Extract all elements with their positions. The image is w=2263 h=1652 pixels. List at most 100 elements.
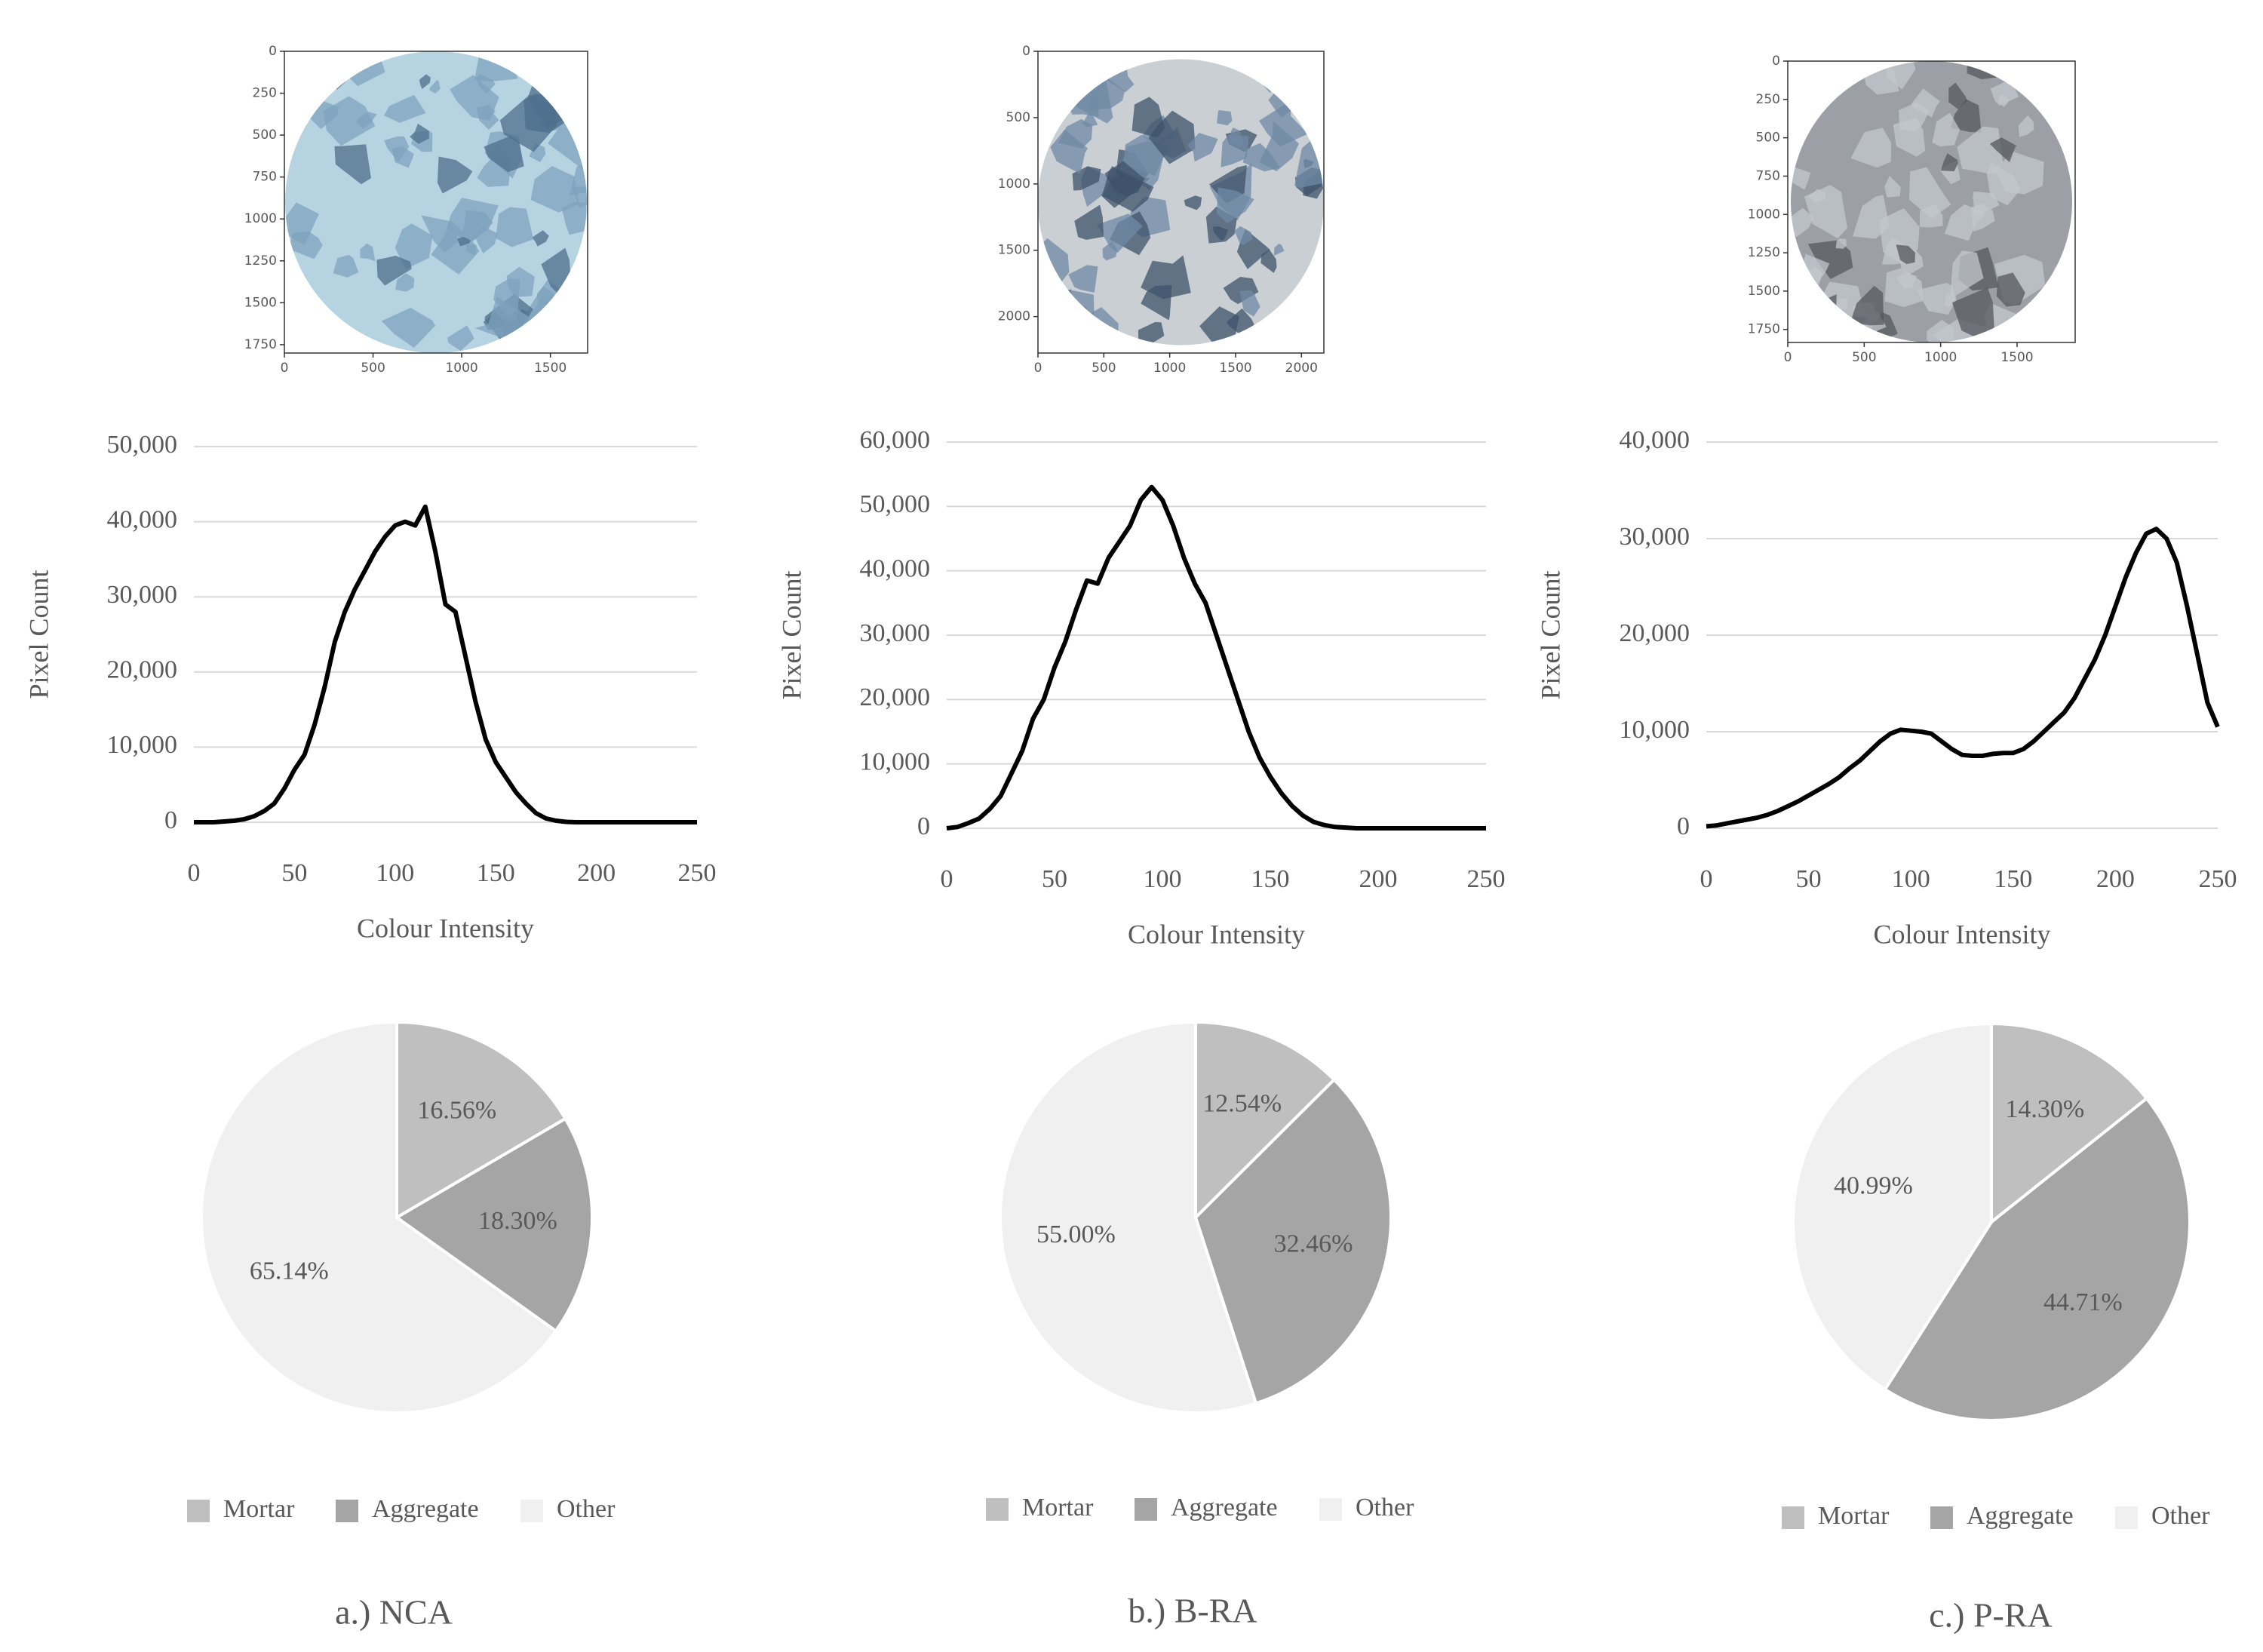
aggregate-piece [1068, 265, 1098, 293]
data-label: 55.00% [1036, 1221, 1116, 1248]
aggregate-piece [1050, 129, 1089, 174]
aggregate-piece [2018, 115, 2034, 137]
x-tick-label: 50 [281, 859, 307, 887]
aggregate-piece [473, 226, 498, 254]
y-tick-label: 1750 [1748, 322, 1780, 337]
aggregate-piece [484, 135, 524, 173]
aggregate-piece [410, 123, 429, 144]
aggregate-piece [447, 325, 474, 352]
x-tick-label: 100 [1892, 865, 1930, 893]
aggregate-piece [1951, 99, 1982, 133]
legend-swatch [520, 1500, 543, 1522]
legend-label: Other [557, 1495, 616, 1523]
y-tick-label: 2000 [998, 309, 1030, 324]
aggregate-piece [571, 186, 587, 208]
x-tick-label: 0 [1034, 361, 1042, 376]
caption: a.) NCA [335, 1593, 453, 1632]
aggregate-piece [476, 74, 496, 94]
aggregate-piece [1835, 298, 1848, 310]
y-tick-label: 1000 [998, 177, 1030, 192]
image-frame [284, 51, 588, 354]
aggregate-piece [1141, 285, 1172, 321]
y-tick-label: 40,000 [107, 505, 178, 533]
x-tick-label: 1500 [534, 361, 567, 376]
aggregate-piece [1932, 112, 1961, 147]
aggregate-piece [395, 272, 415, 292]
x-tick-label: 50 [1042, 865, 1067, 893]
y-tick-label: 500 [1006, 110, 1030, 125]
aggregate-piece [1102, 166, 1154, 212]
pie-slice [200, 1020, 558, 1414]
aggregate-piece [1893, 118, 1926, 157]
aggregate-piece [1187, 133, 1218, 162]
y-tick-label: 30,000 [1620, 523, 1690, 551]
caption: b.) B-RA [1128, 1592, 1257, 1630]
legend-swatch [986, 1498, 1009, 1521]
x-tick-label: 500 [361, 361, 385, 376]
x-tick-label: 1000 [1924, 350, 1957, 365]
aggregate-piece [384, 94, 426, 123]
x-tick-label: 500 [1852, 350, 1876, 365]
aggregate-piece [457, 236, 471, 247]
aggregate-piece [462, 210, 493, 241]
y-axis-label: Pixel Count [23, 570, 54, 699]
aggregate-piece [395, 223, 433, 269]
data-label: 14.30% [2005, 1095, 2084, 1123]
aggregate-piece [1273, 244, 1285, 256]
aggregate-piece [437, 156, 473, 194]
aggregate-piece [376, 255, 412, 286]
y-tick-label: 10,000 [860, 748, 931, 775]
pie-slice [1193, 1077, 1392, 1405]
aggregate-piece [1986, 162, 2021, 206]
aggregate-piece [482, 108, 496, 118]
aggregate-piece [1223, 277, 1259, 305]
legend-swatch [1930, 1506, 1953, 1529]
aggregate-piece [1908, 167, 1951, 219]
y-tick-label: 0 [269, 44, 277, 59]
y-tick-label: 1500 [1748, 284, 1780, 299]
y-tick-label: 750 [1756, 168, 1780, 183]
x-tick-label: 200 [1359, 865, 1398, 893]
aggregate-piece [1216, 187, 1254, 224]
x-tick-label: 1500 [2000, 350, 2033, 365]
histogram-line [1706, 527, 2220, 829]
legend-label: Other [2151, 1502, 2210, 1530]
y-tick-label: 1250 [244, 253, 277, 269]
aggregate-piece [466, 244, 477, 256]
pie-slice [395, 1020, 568, 1221]
image-frame [1787, 60, 2076, 343]
aggregate-piece [530, 166, 579, 213]
x-axis-label: Colour Intensity [357, 913, 534, 943]
aggregate-piece [334, 144, 371, 185]
aggregate-piece [1850, 127, 1892, 168]
y-tick-label: 1250 [1748, 245, 1780, 260]
legend-label: Mortar [1818, 1502, 1890, 1530]
data-label: 32.46% [1274, 1230, 1353, 1257]
caption: c.) P-RA [1929, 1596, 2053, 1635]
y-tick-label: 500 [1756, 131, 1780, 146]
y-tick-label: 1000 [1748, 207, 1780, 222]
x-tick-label: 0 [188, 859, 201, 887]
pie-slice [1990, 1021, 2149, 1226]
y-tick-label: 0 [1772, 54, 1780, 69]
aggregate-piece [1896, 244, 1915, 264]
aggregate-piece [381, 307, 436, 349]
y-tick-label: 20,000 [107, 656, 178, 684]
y-tick-label: 1500 [998, 243, 1030, 258]
pie-slice [1883, 1096, 2191, 1422]
aggregate-piece [561, 201, 587, 235]
legend-label: Aggregate [1171, 1494, 1278, 1521]
y-tick-label: 50,000 [860, 490, 931, 518]
aggregate-piece [1940, 153, 1958, 171]
pie-slice [394, 1116, 594, 1334]
x-axis-label: Colour Intensity [1128, 919, 1305, 949]
aggregate-piece [1259, 100, 1308, 147]
x-tick-label: 0 [281, 361, 289, 376]
x-tick-label: 1500 [1219, 361, 1251, 376]
x-tick-label: 1000 [1153, 361, 1186, 376]
legend-label: Mortar [223, 1495, 295, 1523]
aggregate-piece [1896, 272, 1918, 290]
x-tick-label: 200 [577, 859, 616, 887]
aggregate-piece [1911, 88, 1941, 118]
aggregate-piece [1807, 240, 1853, 280]
